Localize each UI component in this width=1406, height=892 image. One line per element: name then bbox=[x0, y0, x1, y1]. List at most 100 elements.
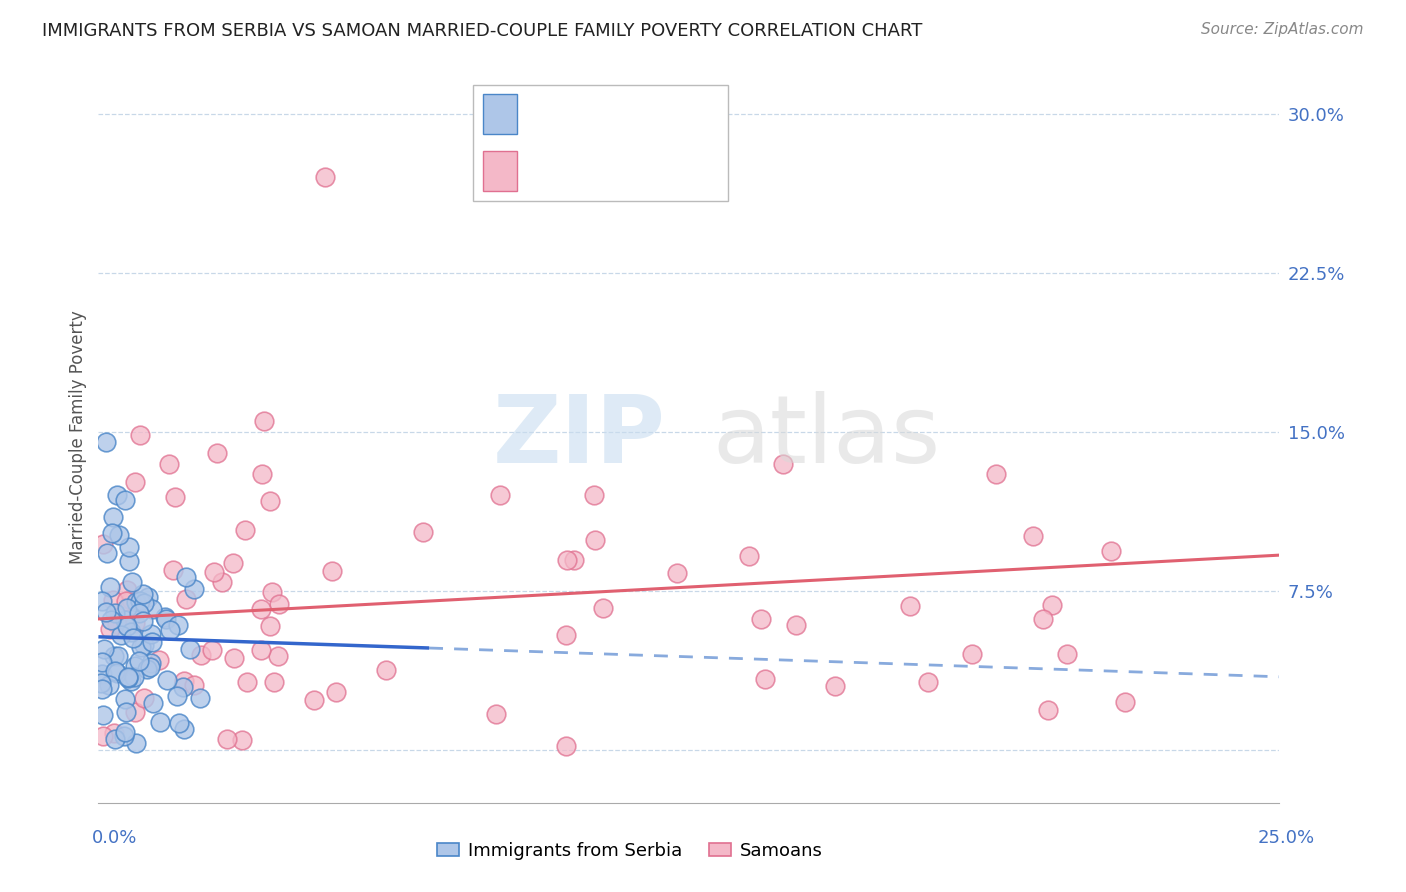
Point bbox=[114, 706, 136, 720]
Point bbox=[592, 601, 614, 615]
Point bbox=[215, 732, 238, 747]
Point bbox=[252, 467, 274, 481]
Point bbox=[100, 613, 122, 627]
Point bbox=[104, 606, 127, 620]
Text: 25.0%: 25.0% bbox=[1257, 829, 1315, 847]
Point bbox=[304, 693, 326, 707]
Point bbox=[554, 628, 576, 642]
Point bbox=[201, 642, 224, 657]
Point bbox=[1036, 703, 1059, 717]
Point bbox=[128, 606, 150, 620]
Point bbox=[179, 641, 201, 656]
Point bbox=[124, 615, 146, 630]
Point bbox=[103, 648, 125, 663]
Point bbox=[1056, 648, 1078, 662]
Point bbox=[250, 643, 273, 657]
Point bbox=[141, 635, 163, 649]
Point bbox=[124, 475, 146, 490]
Point bbox=[91, 655, 114, 669]
Point bbox=[188, 690, 211, 705]
Point bbox=[124, 705, 146, 719]
Point bbox=[263, 675, 285, 690]
Point bbox=[260, 584, 283, 599]
Point bbox=[105, 617, 128, 632]
Point bbox=[132, 596, 155, 610]
Point bbox=[128, 428, 150, 442]
Point bbox=[153, 610, 176, 624]
Text: ZIP: ZIP bbox=[492, 391, 665, 483]
Point bbox=[183, 678, 205, 692]
Point bbox=[249, 602, 271, 616]
Point bbox=[224, 651, 246, 665]
Point bbox=[98, 678, 121, 692]
Point bbox=[221, 556, 243, 570]
Point bbox=[132, 691, 155, 706]
Point bbox=[253, 414, 276, 428]
Point bbox=[96, 546, 118, 560]
Point bbox=[139, 656, 162, 670]
Point bbox=[124, 658, 146, 673]
Point bbox=[125, 595, 148, 609]
Point bbox=[101, 592, 124, 607]
Point bbox=[665, 566, 688, 580]
Point bbox=[485, 706, 508, 721]
Point bbox=[98, 580, 121, 594]
Point bbox=[231, 733, 253, 747]
Point bbox=[259, 619, 281, 633]
Point bbox=[325, 685, 347, 699]
Point bbox=[172, 680, 194, 694]
Point bbox=[173, 674, 195, 689]
Point bbox=[132, 614, 155, 628]
Text: Source: ZipAtlas.com: Source: ZipAtlas.com bbox=[1201, 22, 1364, 37]
Point bbox=[412, 524, 434, 539]
Point bbox=[1099, 544, 1122, 558]
Point bbox=[93, 641, 115, 656]
Point bbox=[984, 467, 1007, 482]
Point bbox=[167, 715, 190, 730]
Point bbox=[141, 627, 163, 641]
Point bbox=[103, 725, 125, 739]
Point bbox=[202, 566, 225, 580]
Point bbox=[314, 170, 336, 185]
Point bbox=[157, 457, 180, 471]
Point bbox=[159, 624, 181, 638]
Point bbox=[166, 617, 188, 632]
Point bbox=[142, 696, 165, 710]
Point bbox=[321, 564, 343, 578]
Point bbox=[785, 618, 807, 632]
Point bbox=[267, 648, 290, 663]
Point bbox=[98, 622, 121, 636]
Point bbox=[738, 549, 761, 564]
Point bbox=[149, 715, 172, 730]
Point bbox=[115, 594, 138, 608]
Point bbox=[128, 654, 150, 668]
Point bbox=[117, 671, 139, 685]
Point bbox=[136, 590, 159, 604]
Point bbox=[114, 613, 136, 627]
Point bbox=[122, 631, 145, 645]
Point bbox=[104, 664, 127, 678]
Point bbox=[489, 488, 512, 502]
Point bbox=[176, 592, 198, 607]
Point bbox=[583, 533, 606, 548]
Point bbox=[107, 665, 129, 680]
Point bbox=[583, 488, 606, 502]
Point bbox=[155, 612, 177, 626]
Point bbox=[115, 583, 138, 598]
Point bbox=[91, 681, 114, 696]
Point bbox=[110, 628, 132, 642]
Point bbox=[211, 574, 233, 589]
Point bbox=[114, 724, 136, 739]
Point bbox=[132, 638, 155, 652]
Point bbox=[898, 599, 921, 614]
Point bbox=[118, 540, 141, 554]
Point bbox=[96, 605, 118, 619]
Point bbox=[120, 625, 142, 640]
Point bbox=[235, 675, 257, 690]
Point bbox=[91, 729, 114, 743]
Point bbox=[90, 676, 112, 690]
Point bbox=[156, 673, 179, 687]
Point bbox=[117, 669, 139, 683]
Point bbox=[163, 491, 186, 505]
Y-axis label: Married-Couple Family Poverty: Married-Couple Family Poverty bbox=[69, 310, 87, 564]
